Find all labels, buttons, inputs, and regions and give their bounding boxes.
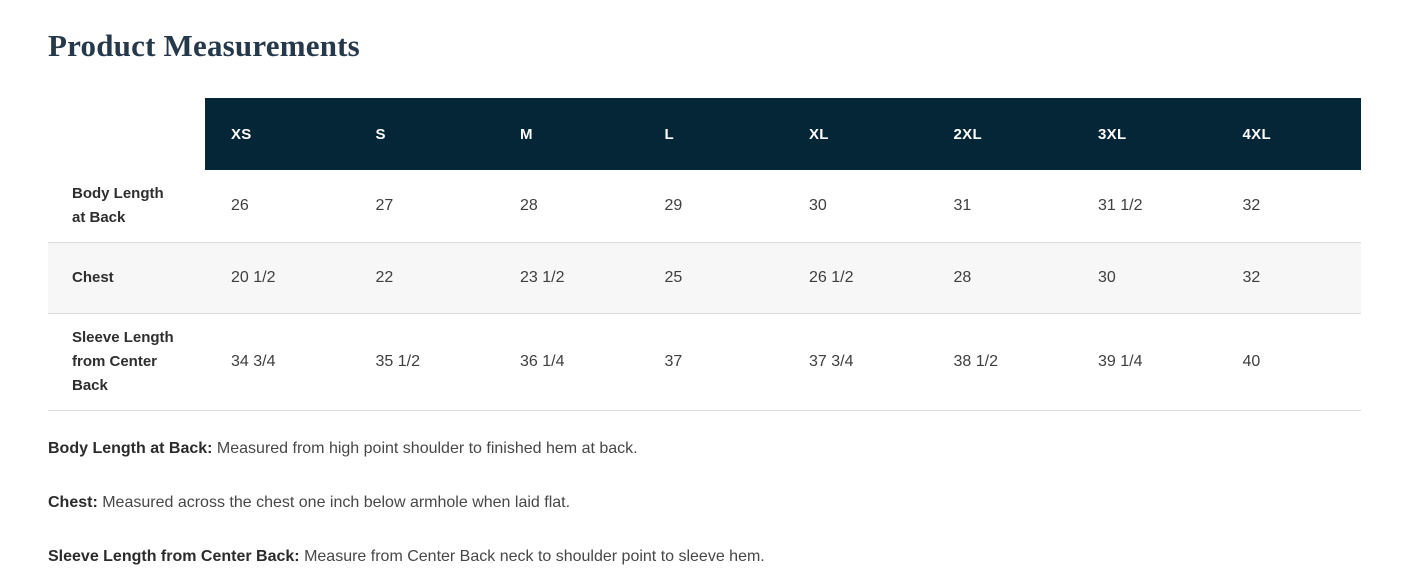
size-column-header-3xl: 3XL (1072, 98, 1217, 170)
table-row: Chest 20 1/2 22 23 1/2 25 26 1/2 28 30 32 (48, 243, 1361, 314)
measurement-definition: Body Length at Back: Measured from high … (48, 440, 638, 457)
measurement-value: 36 1/4 (520, 353, 565, 370)
page-title: Product Measurements (48, 28, 360, 63)
measurement-value: 35 1/2 (375, 353, 420, 370)
measurement-value: 28 (520, 197, 538, 214)
measurement-definitions: Body Length at Back: Measured from high … (48, 439, 1422, 566)
product-measurements-section: Product Measurements XS S M L XL 2XL 3XL 4XL Bo… (48, 28, 1422, 566)
size-column-header-xs: XS (205, 98, 350, 170)
measurement-value: 34 3/4 (231, 353, 276, 370)
size-column-header-xl: XL (783, 98, 928, 170)
measurement-value: 39 1/4 (1098, 353, 1143, 370)
measurement-value: 26 (231, 197, 249, 214)
size-chart-table: XS S M L XL 2XL 3XL 4XL Body Length at Back 26 27… (48, 98, 1361, 411)
row-label: Body Length at Back (72, 185, 164, 226)
size-chart-header-row: XS S M L XL 2XL 3XL 4XL (48, 98, 1361, 170)
size-column-header-m: M (494, 98, 639, 170)
definition-term: Body Length at Back: (48, 440, 213, 457)
size-column-header-l: L (638, 98, 783, 170)
measurement-value: 27 (375, 197, 394, 214)
measurement-value: 40 (1242, 353, 1261, 370)
measurement-value: 37 (664, 353, 683, 370)
measurement-definition: Chest: Measured across the chest one inc… (48, 494, 571, 511)
size-chart-body: Body Length at Back 26 27 28 29 30 31 31 1/2 32 C… (48, 170, 1361, 411)
measurement-value: 26 1/2 (809, 269, 854, 286)
measurement-value: 23 1/2 (520, 269, 565, 286)
measurement-definition: Sleeve Length from Center Back: Measure … (48, 548, 765, 565)
measurement-value: 32 (1242, 269, 1261, 286)
header-corner-cell (48, 98, 205, 170)
measurement-value: 25 (664, 269, 683, 286)
definition-term: Chest: (48, 494, 98, 511)
measurement-value: 38 1/2 (953, 353, 998, 370)
measurement-value: 20 1/2 (231, 269, 276, 286)
measurement-value: 37 3/4 (809, 353, 854, 370)
measurement-value: 31 (953, 197, 972, 214)
row-label: Chest (72, 269, 114, 286)
measurement-value: 30 (809, 197, 827, 214)
table-row: Body Length at Back 26 27 28 29 30 31 31 1/2 32 (48, 170, 1361, 243)
size-column-header-4xl: 4XL (1216, 98, 1361, 170)
row-label: Sleeve Length from Center Back (72, 329, 174, 394)
size-column-header-2xl: 2XL (927, 98, 1072, 170)
size-column-header-s: S (349, 98, 494, 170)
definition-term: Sleeve Length from Center Back: (48, 548, 300, 565)
measurement-value: 22 (375, 269, 394, 286)
measurement-value: 29 (664, 197, 683, 214)
measurement-value: 30 (1098, 269, 1116, 286)
table-row: Sleeve Length from Center Back 34 3/4 35 1… (48, 314, 1361, 411)
measurement-value: 32 (1242, 197, 1261, 214)
measurement-value: 28 (953, 269, 972, 286)
measurement-value: 31 1/2 (1098, 197, 1143, 214)
